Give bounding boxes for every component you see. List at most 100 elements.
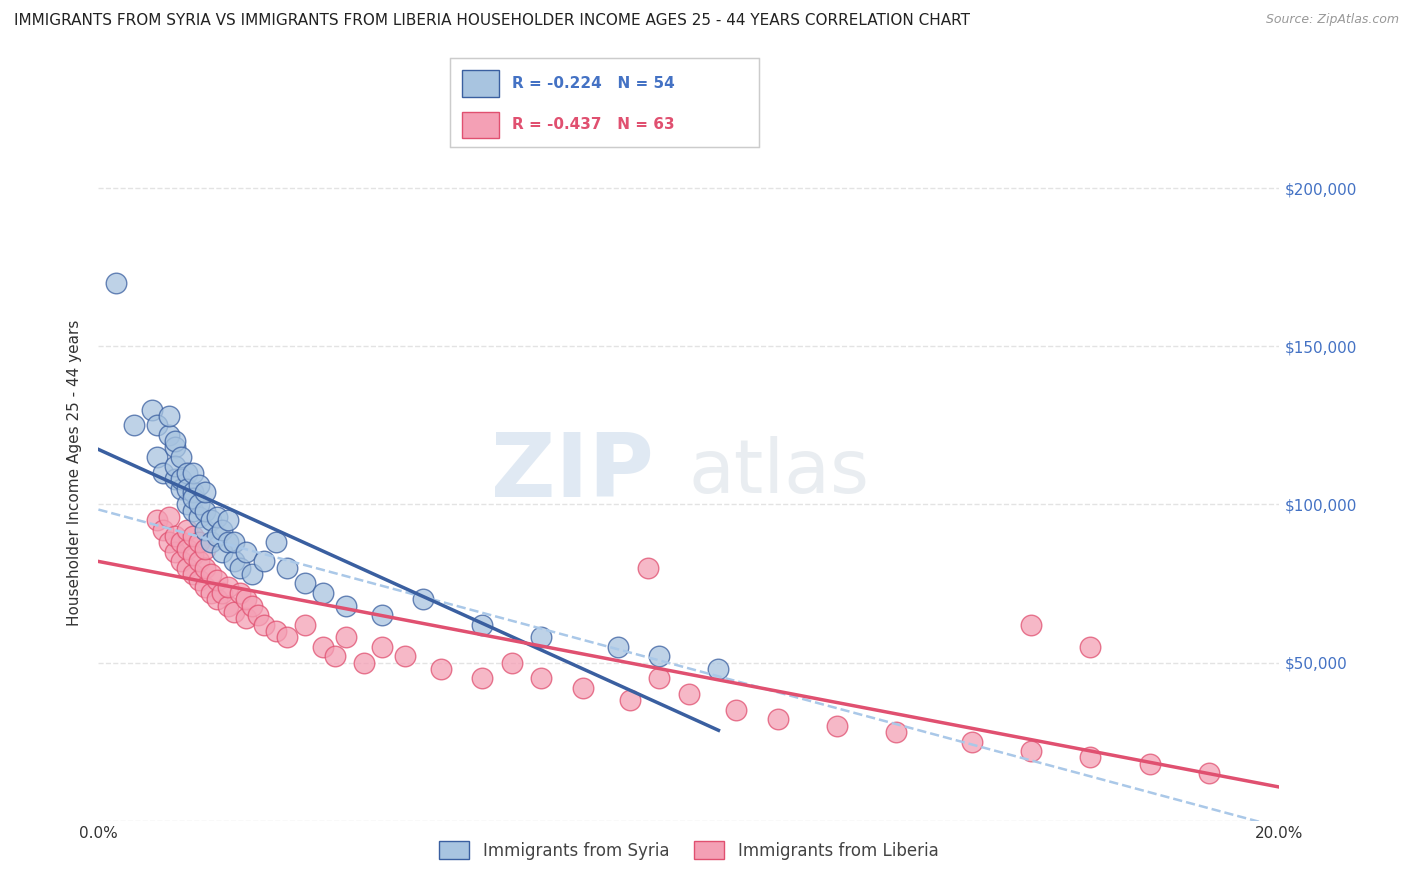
- Point: [294, 617, 316, 632]
- Point: [264, 624, 287, 638]
- Point: [181, 504, 204, 518]
- Legend: Immigrants from Syria, Immigrants from Liberia: Immigrants from Syria, Immigrants from L…: [432, 833, 946, 868]
- Text: R = -0.437   N = 63: R = -0.437 N = 63: [512, 118, 675, 132]
- Point: [276, 560, 298, 574]
- Point: [471, 617, 494, 632]
- Point: [246, 608, 269, 623]
- Point: [152, 466, 174, 480]
- Point: [766, 713, 789, 727]
- Point: [353, 656, 375, 670]
- Point: [1080, 640, 1102, 654]
- Point: [194, 580, 217, 594]
- Point: [229, 586, 252, 600]
- Point: [187, 535, 209, 549]
- Point: [194, 523, 217, 537]
- Point: [194, 484, 217, 499]
- Point: [181, 466, 204, 480]
- Point: [176, 541, 198, 556]
- Point: [211, 545, 233, 559]
- Point: [165, 441, 187, 455]
- FancyBboxPatch shape: [463, 112, 499, 138]
- Point: [648, 671, 671, 685]
- Point: [146, 418, 169, 433]
- Point: [157, 535, 180, 549]
- Point: [371, 640, 394, 654]
- Point: [146, 450, 169, 464]
- Point: [253, 617, 276, 632]
- Point: [217, 513, 239, 527]
- Point: [217, 599, 239, 613]
- Point: [678, 687, 700, 701]
- Point: [1021, 617, 1043, 632]
- Point: [884, 725, 907, 739]
- Point: [176, 560, 198, 574]
- Point: [176, 497, 198, 511]
- Point: [187, 478, 209, 492]
- Point: [264, 535, 287, 549]
- Point: [205, 510, 228, 524]
- Point: [211, 523, 233, 537]
- Point: [235, 611, 257, 625]
- Point: [205, 574, 228, 588]
- Point: [323, 649, 346, 664]
- Point: [1080, 750, 1102, 764]
- Point: [235, 592, 257, 607]
- Point: [176, 523, 198, 537]
- Text: ZIP: ZIP: [491, 429, 654, 516]
- Point: [105, 276, 128, 290]
- Point: [157, 427, 180, 442]
- Point: [170, 535, 193, 549]
- Point: [187, 510, 209, 524]
- Point: [725, 703, 748, 717]
- Point: [141, 402, 163, 417]
- Point: [165, 459, 187, 474]
- Point: [412, 592, 434, 607]
- Point: [471, 671, 494, 685]
- Point: [312, 640, 335, 654]
- FancyBboxPatch shape: [463, 70, 499, 97]
- Point: [335, 599, 357, 613]
- Point: [165, 472, 187, 486]
- Point: [312, 586, 335, 600]
- Point: [181, 484, 204, 499]
- Point: [1139, 756, 1161, 771]
- Point: [224, 605, 246, 619]
- Point: [430, 662, 453, 676]
- Point: [571, 681, 593, 695]
- Point: [170, 482, 193, 496]
- Point: [122, 418, 145, 433]
- Point: [200, 566, 222, 581]
- Point: [157, 409, 180, 423]
- Point: [194, 560, 217, 574]
- Point: [200, 513, 222, 527]
- Point: [637, 560, 659, 574]
- Point: [211, 586, 233, 600]
- Point: [181, 491, 204, 505]
- Point: [962, 734, 984, 748]
- Point: [165, 434, 187, 449]
- Point: [170, 472, 193, 486]
- Point: [607, 640, 630, 654]
- Point: [530, 671, 553, 685]
- Text: Source: ZipAtlas.com: Source: ZipAtlas.com: [1265, 13, 1399, 27]
- Point: [224, 554, 246, 568]
- Point: [394, 649, 416, 664]
- Point: [157, 510, 180, 524]
- Point: [187, 497, 209, 511]
- Text: R = -0.224   N = 54: R = -0.224 N = 54: [512, 77, 675, 91]
- Point: [217, 580, 239, 594]
- Point: [276, 630, 298, 644]
- Text: IMMIGRANTS FROM SYRIA VS IMMIGRANTS FROM LIBERIA HOUSEHOLDER INCOME AGES 25 - 44: IMMIGRANTS FROM SYRIA VS IMMIGRANTS FROM…: [14, 13, 970, 29]
- Point: [176, 482, 198, 496]
- Point: [217, 535, 239, 549]
- Point: [240, 599, 263, 613]
- Point: [530, 630, 553, 644]
- Point: [194, 541, 217, 556]
- Point: [170, 554, 193, 568]
- Text: atlas: atlas: [689, 436, 870, 509]
- Point: [501, 656, 523, 670]
- Point: [229, 560, 252, 574]
- Point: [371, 608, 394, 623]
- Point: [181, 566, 204, 581]
- Point: [707, 662, 730, 676]
